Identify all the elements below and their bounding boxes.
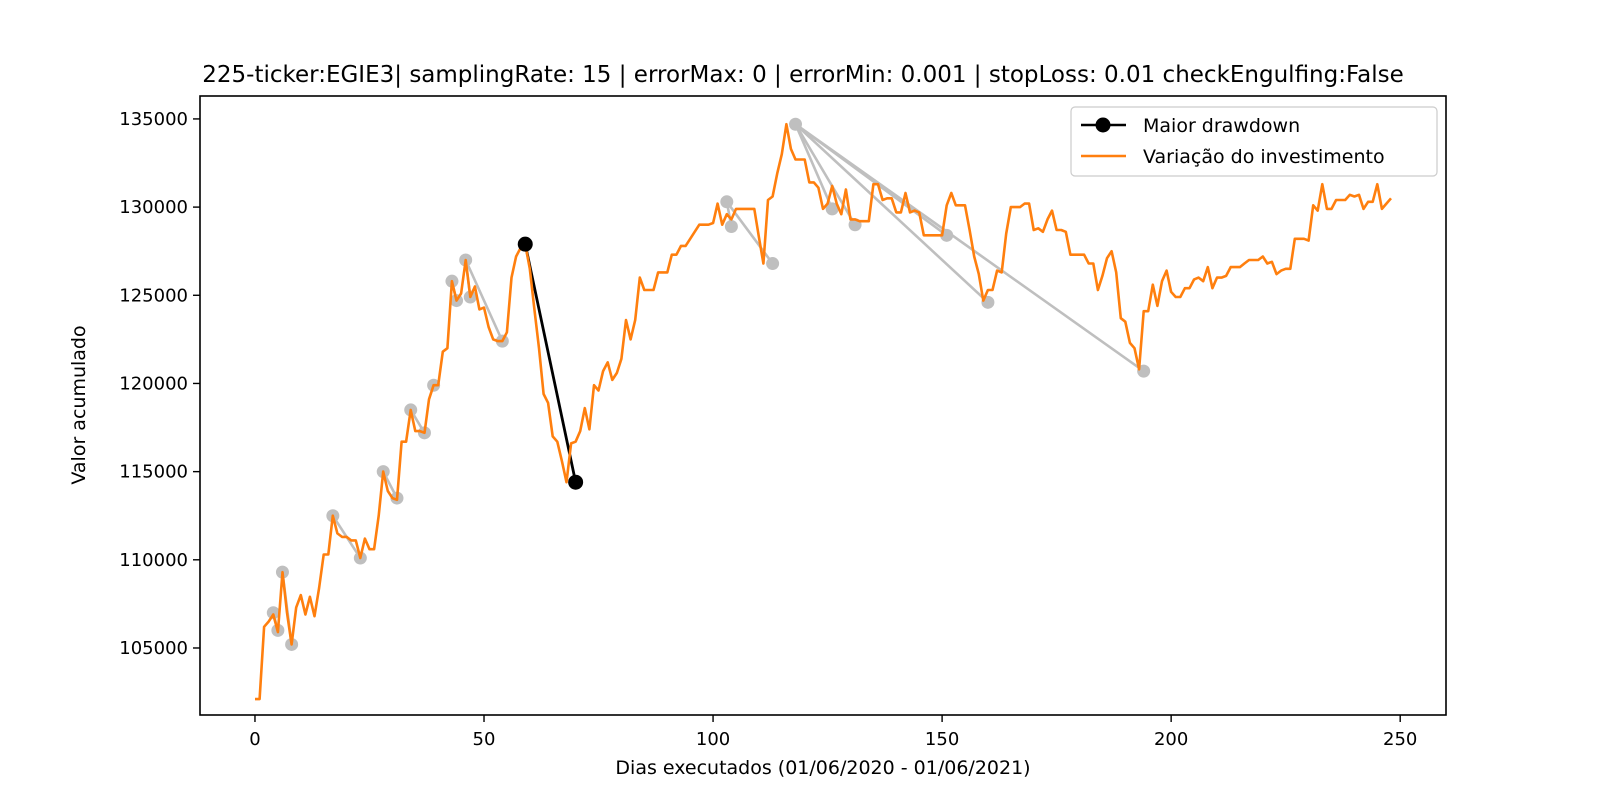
plot-frame bbox=[199, 95, 1447, 716]
swing-point bbox=[766, 257, 780, 271]
chart-title: 225-ticker:EGIE3| samplingRate: 15 | err… bbox=[202, 62, 1403, 88]
drawdown-point bbox=[517, 236, 533, 252]
swing-point bbox=[724, 220, 738, 234]
x-tick-label: 50 bbox=[473, 729, 496, 750]
plot-series bbox=[255, 117, 1392, 701]
legend-marker-drawdown bbox=[1095, 117, 1111, 133]
swing-segment bbox=[794, 122, 834, 211]
swing-segment bbox=[464, 258, 504, 343]
x-axis-label: Dias executados (01/06/2020 - 01/06/2021… bbox=[615, 757, 1030, 779]
y-tick-label: 125000 bbox=[119, 285, 188, 306]
legend-label-investment: Variação do investimento bbox=[1143, 146, 1385, 168]
drawdown-line bbox=[523, 243, 578, 483]
x-tick-label: 250 bbox=[1383, 729, 1417, 750]
y-tick-label: 130000 bbox=[119, 197, 188, 218]
axis-ticks: 0 50 100 150 200 250 105000 110000 115000 120000 1… bbox=[119, 109, 1417, 750]
swing-segment bbox=[794, 122, 857, 227]
x-tick-label: 0 bbox=[249, 729, 260, 750]
swing-point bbox=[720, 195, 734, 209]
y-axis-label: Valor acumulado bbox=[68, 325, 90, 484]
swing-segment bbox=[794, 122, 990, 304]
y-tick-label: 110000 bbox=[119, 550, 188, 571]
swing-point bbox=[825, 202, 839, 216]
drawdown-point bbox=[568, 474, 584, 490]
swing-segment bbox=[794, 122, 1145, 373]
x-tick-label: 150 bbox=[925, 729, 959, 750]
y-tick-label: 105000 bbox=[119, 638, 188, 659]
swing-point bbox=[789, 117, 803, 131]
investment-line bbox=[255, 122, 1392, 701]
legend-label-drawdown: Maior drawdown bbox=[1143, 115, 1300, 137]
legend-box bbox=[1070, 106, 1438, 177]
y-tick-label: 120000 bbox=[119, 373, 188, 394]
y-tick-label: 115000 bbox=[119, 462, 188, 483]
x-tick-label: 100 bbox=[696, 729, 730, 750]
swing-point bbox=[266, 606, 280, 620]
x-tick-label: 200 bbox=[1154, 729, 1188, 750]
y-tick-label: 135000 bbox=[119, 109, 188, 130]
legend: Maior drawdown Variação do investimento bbox=[1070, 106, 1438, 177]
